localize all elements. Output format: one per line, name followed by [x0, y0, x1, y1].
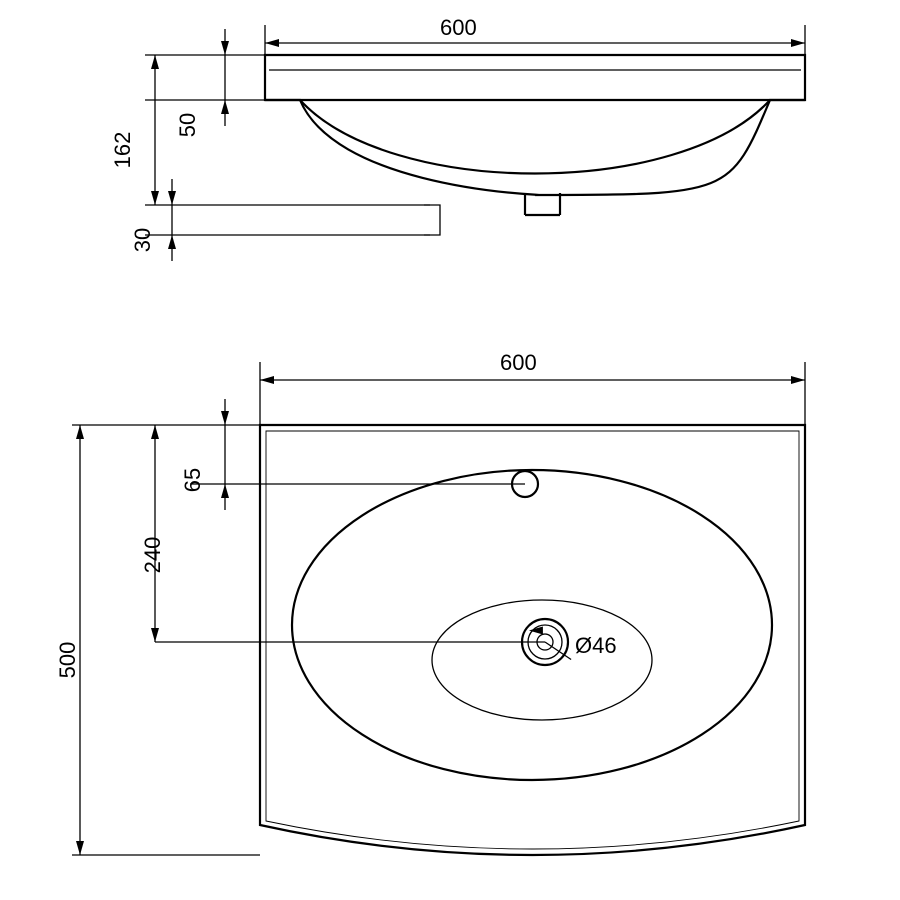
svg-text:240: 240	[140, 537, 165, 574]
svg-text:Ø46: Ø46	[575, 633, 617, 658]
svg-text:162: 162	[110, 132, 135, 169]
svg-text:30: 30	[130, 228, 155, 252]
svg-text:50: 50	[175, 113, 200, 137]
svg-text:600: 600	[440, 15, 477, 40]
svg-text:600: 600	[500, 350, 537, 375]
svg-text:500: 500	[55, 642, 80, 679]
svg-text:65: 65	[180, 468, 205, 492]
